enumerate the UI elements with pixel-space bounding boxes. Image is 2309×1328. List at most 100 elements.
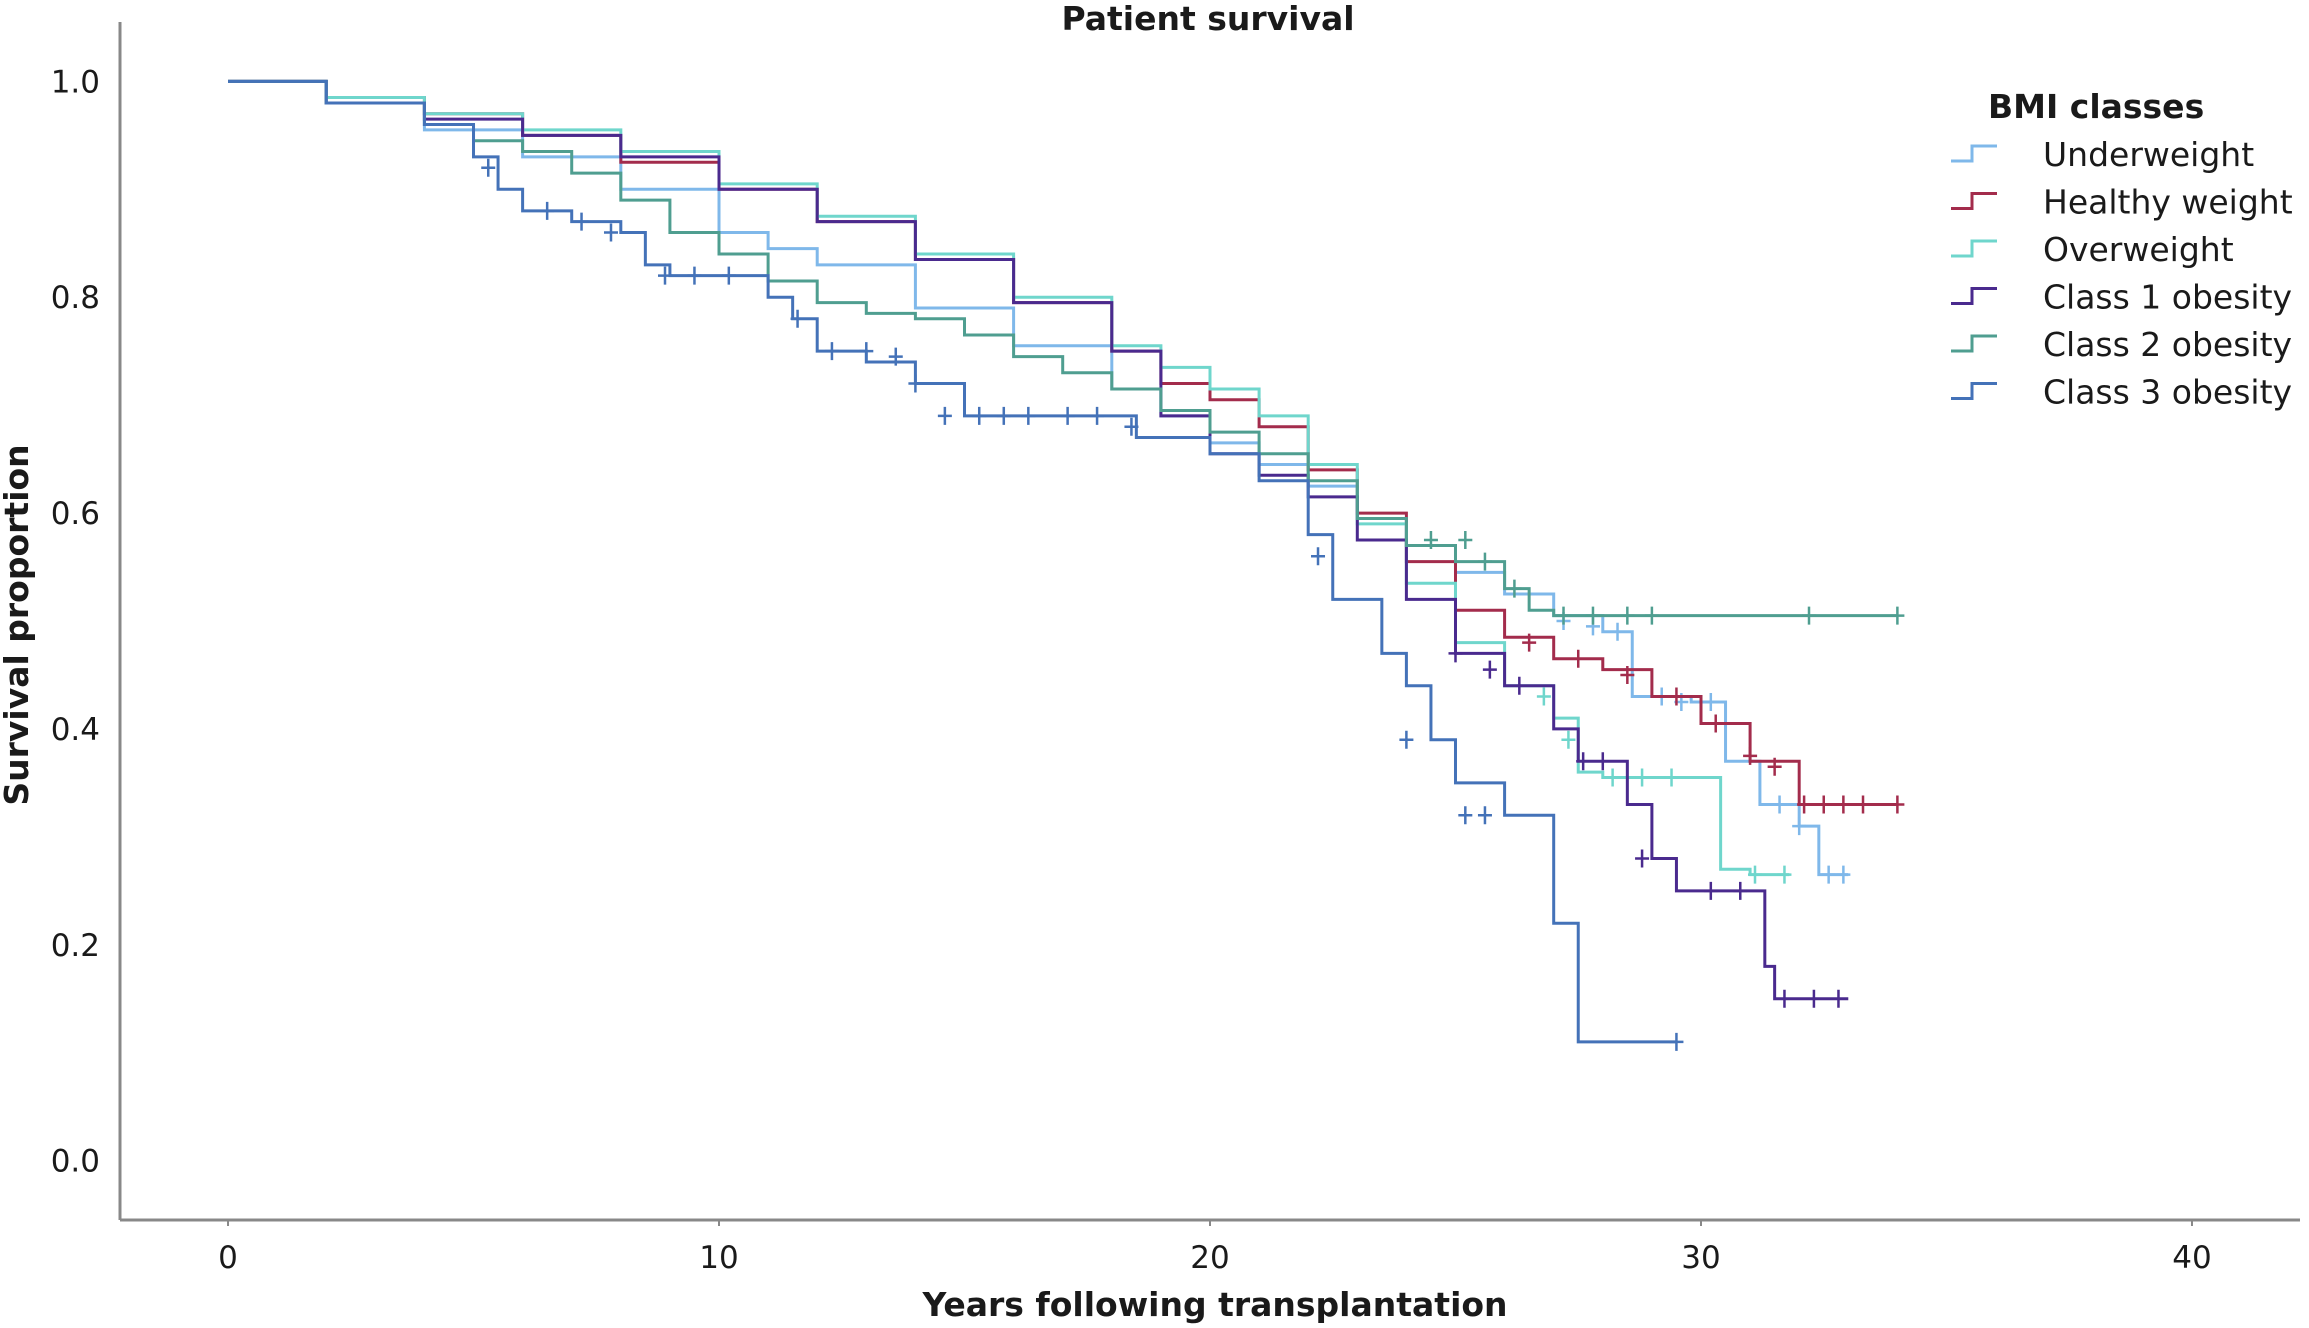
censor-mark: [1482, 660, 1497, 679]
censor-mark: [1831, 989, 1846, 1008]
censor-mark: [1797, 795, 1812, 814]
x-ticks: 0 10 20 30 40: [218, 1220, 2212, 1276]
legend-swatch: [1951, 334, 1997, 353]
censor-mark: [1890, 606, 1905, 625]
y-tick-label: 0.0: [51, 1144, 100, 1180]
censor-mark: [1610, 622, 1625, 641]
censor-mark: [1792, 817, 1807, 836]
censor-mark: [1821, 865, 1836, 884]
legend-item: Class 3 obesity: [1951, 373, 2292, 412]
legend-swatch: [1951, 192, 1997, 210]
censor-mark: [1576, 752, 1591, 771]
censor-mark: [603, 223, 618, 242]
x-tick-label: 20: [1190, 1240, 1229, 1276]
legend-item: Overweight: [1951, 230, 2234, 269]
chart-title: Patient survival: [1061, 0, 1354, 38]
series-2: [228, 79, 1792, 884]
legend-item: Healthy weight: [1951, 183, 2293, 222]
series-5: [228, 79, 1684, 1051]
legend-label: Class 1 obesity: [2043, 278, 2292, 317]
censor-mark: [1669, 1032, 1684, 1051]
legend-title: BMI classes: [1988, 87, 2204, 126]
censor-mark: [1536, 687, 1551, 706]
legend: BMI classes Underweight Healthy weight Ove…: [1951, 87, 2293, 412]
censor-mark: [1458, 806, 1473, 825]
censor-mark: [1620, 665, 1635, 684]
censor-mark: [790, 309, 805, 328]
legend-swatch: [1951, 144, 1997, 163]
legend-items: Underweight Healthy weight Overweight Class…: [1951, 135, 2293, 412]
censor-mark: [1561, 730, 1576, 749]
x-axis-title: Years following transplantation: [921, 1285, 1507, 1324]
series-line: [228, 79, 1677, 1044]
censor-mark: [824, 342, 839, 361]
legend-label: Underweight: [2043, 135, 2254, 174]
censor-mark: [1748, 865, 1762, 884]
series-line: [228, 79, 1790, 877]
x-tick-label: 40: [2172, 1240, 2211, 1276]
censor-mark: [1605, 768, 1620, 787]
censor-mark: [1816, 795, 1831, 814]
x-tick-label: 30: [1681, 1240, 1720, 1276]
y-tick-label: 0.8: [51, 280, 100, 316]
legend-item: Class 2 obesity: [1951, 325, 2292, 364]
censor-mark: [888, 347, 903, 366]
x-tick-label: 10: [699, 1240, 738, 1276]
censor-mark: [1060, 406, 1075, 425]
y-axis-title: Survival proportion: [0, 444, 36, 805]
y-tick-label: 0.2: [51, 928, 100, 964]
censor-mark: [658, 266, 672, 285]
censor-mark: [1477, 806, 1492, 825]
censor-mark: [1090, 406, 1105, 425]
censor-mark: [1585, 606, 1600, 625]
censor-mark: [1021, 406, 1036, 425]
legend-swatch: [1951, 239, 1997, 258]
series-4: [228, 79, 1905, 625]
censor-mark: [1777, 989, 1792, 1008]
censor-mark: [1703, 692, 1718, 711]
censor-mark: [1802, 606, 1817, 625]
censor-mark: [1635, 768, 1650, 787]
censor-mark: [481, 158, 496, 177]
censor-mark: [1399, 730, 1414, 749]
series-layer: [228, 79, 1905, 1051]
censor-mark: [1571, 649, 1586, 668]
censor-mark: [1767, 757, 1782, 776]
censor-mark: [1743, 746, 1758, 765]
series-1: [228, 79, 1905, 814]
censor-mark: [1423, 531, 1438, 550]
legend-swatch: [1951, 287, 1997, 305]
censor-mark: [972, 406, 987, 425]
y-tick-label: 0.6: [51, 496, 100, 532]
censor-mark: [1836, 795, 1851, 814]
censor-mark: [1856, 795, 1871, 814]
censor-mark: [1644, 606, 1659, 625]
censor-mark: [1669, 687, 1684, 706]
censor-mark: [721, 266, 736, 285]
censor-mark: [1477, 552, 1492, 571]
censor-mark: [908, 374, 923, 393]
censor-mark: [859, 342, 874, 361]
legend-item: Class 1 obesity: [1951, 278, 2292, 317]
legend-label: Class 2 obesity: [2043, 325, 2292, 364]
censor-mark: [1703, 881, 1718, 900]
series-3: [228, 79, 1849, 1008]
y-tick-label: 1.0: [51, 64, 100, 100]
censor-mark: [540, 201, 555, 220]
censor-mark: [1512, 676, 1527, 695]
censor-mark: [1448, 644, 1463, 663]
censor-mark: [1806, 989, 1821, 1008]
censor-mark: [1772, 795, 1787, 814]
legend-item: Underweight: [1951, 135, 2254, 174]
censor-mark: [1635, 849, 1650, 868]
censor-mark: [937, 406, 952, 425]
censor-mark: [574, 212, 589, 231]
censor-mark: [1595, 752, 1610, 771]
censor-mark: [1124, 417, 1139, 436]
censor-mark: [1522, 633, 1537, 652]
series-0: [228, 79, 1851, 884]
censor-mark: [996, 406, 1011, 425]
censor-mark: [1777, 865, 1792, 884]
censor-mark: [1733, 881, 1748, 900]
censor-mark: [1458, 531, 1473, 550]
